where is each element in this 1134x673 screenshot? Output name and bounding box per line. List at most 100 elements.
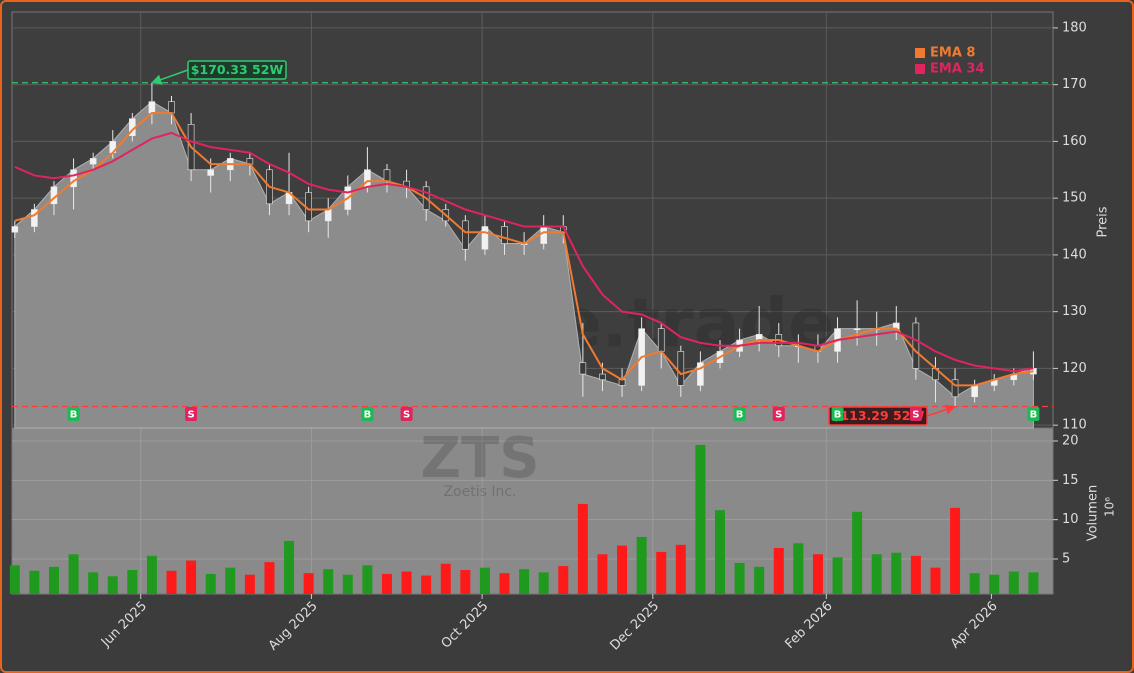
- volume-bar: [264, 562, 275, 594]
- annotation-label: $170.33 52W: [191, 62, 284, 77]
- volume-bar: [871, 554, 882, 594]
- x-tick-label: Apr 2026: [948, 599, 1001, 652]
- volume-bar: [9, 565, 20, 594]
- volume-bar: [48, 566, 59, 594]
- candle-body: [912, 322, 920, 369]
- candle-body: [11, 226, 19, 233]
- volume-bar: [381, 573, 392, 594]
- candle-body: [168, 101, 175, 114]
- volume-bar: [989, 574, 1000, 594]
- y-axis-label: Preis: [1096, 206, 1111, 237]
- volume-bar: [460, 570, 471, 594]
- signal-marker: [67, 407, 80, 421]
- candle-body: [207, 169, 214, 176]
- volume-bar: [499, 573, 510, 594]
- y2-axis-label: Volumen: [1086, 485, 1101, 542]
- candle-body: [599, 373, 606, 381]
- volume-bar: [88, 572, 99, 594]
- watermark-symbol: ZTS: [420, 426, 539, 491]
- volume-bar: [617, 545, 628, 594]
- volume-bar: [68, 554, 79, 594]
- y-tick-label: 170: [1062, 77, 1087, 92]
- ema-line: [14, 131, 1034, 373]
- y2-tick-label: 20: [1062, 433, 1079, 448]
- signal-marker: [400, 407, 413, 421]
- y-tick-label: 160: [1062, 134, 1087, 149]
- candle-body: [148, 101, 156, 114]
- signal-label: S: [912, 410, 919, 421]
- volume-bar: [1008, 571, 1019, 594]
- candle-body: [951, 379, 959, 398]
- candle-body: [579, 362, 587, 375]
- volume-bar: [656, 551, 667, 594]
- candle-body: [324, 209, 332, 222]
- candle-body: [89, 158, 97, 165]
- volume-bar: [479, 567, 490, 594]
- volume-bar: [930, 567, 941, 594]
- x-tick-label: Aug 2025: [266, 599, 321, 654]
- y2-tick-label: 5: [1062, 551, 1070, 566]
- volume-bar: [832, 557, 843, 594]
- annotation-arrow: [150, 69, 189, 85]
- y-tick-label: 140: [1062, 247, 1087, 262]
- candle-body: [697, 362, 704, 386]
- signal-marker: [831, 407, 844, 421]
- y2-scale-label: 10⁶: [1103, 497, 1117, 517]
- volume-bar: [225, 567, 236, 594]
- volume-bar: [342, 574, 353, 594]
- x-tick-label: Jun 2025: [98, 599, 150, 651]
- volume-bar: [793, 543, 804, 594]
- signal-label: B: [70, 410, 78, 421]
- volume-bar: [577, 503, 588, 594]
- y-tick-label: 130: [1062, 304, 1087, 319]
- signal-label: S: [187, 410, 194, 421]
- volume-bar: [910, 555, 921, 594]
- candle-body: [971, 385, 978, 398]
- volume-bar: [205, 573, 216, 594]
- candle-body: [540, 226, 547, 244]
- y-tick-label: 150: [1062, 191, 1087, 206]
- signal-marker: [1027, 407, 1040, 421]
- volume-bar: [244, 574, 255, 594]
- ema-line: [14, 112, 1034, 387]
- volume-bar: [597, 554, 608, 594]
- y2-tick-label: 15: [1062, 473, 1079, 488]
- signal-label: S: [403, 410, 410, 421]
- volume-bar: [186, 560, 197, 594]
- candle-body: [501, 226, 508, 244]
- candle-body: [383, 169, 391, 182]
- x-tick-label: Dec 2025: [607, 599, 662, 654]
- signal-marker: [909, 407, 922, 421]
- signal-label: B: [834, 410, 842, 421]
- y-tick-label: 180: [1062, 20, 1087, 35]
- volume-bar: [852, 511, 863, 594]
- volume-bar: [1028, 572, 1039, 594]
- legend-swatch: [915, 48, 925, 58]
- volume-bar: [714, 510, 725, 594]
- volume-bar: [127, 570, 138, 594]
- watermark-company: Zoetis Inc.: [443, 484, 516, 500]
- signal-marker: [361, 407, 374, 421]
- annotation-arrow: [926, 404, 957, 417]
- signal-label: B: [736, 410, 744, 421]
- volume-bar: [734, 562, 745, 594]
- volume-bar: [675, 544, 686, 594]
- signal-marker: [185, 407, 198, 421]
- volume-bar: [440, 563, 451, 594]
- annotation-label: $113.29 52W: [832, 408, 925, 423]
- volume-bar: [421, 575, 432, 594]
- candle-body: [31, 209, 38, 227]
- candle-body: [677, 351, 685, 386]
- volume-bar: [773, 547, 784, 594]
- volume-bar: [636, 536, 647, 594]
- volume-bar: [891, 552, 902, 594]
- volume-bar: [166, 570, 177, 594]
- volume-bar: [558, 566, 569, 594]
- candle-body: [481, 226, 489, 250]
- y2-tick-label: 10: [1062, 512, 1079, 527]
- x-tick-label: Feb 2026: [782, 599, 835, 652]
- signal-marker: [733, 407, 746, 421]
- volume-bar: [538, 572, 549, 594]
